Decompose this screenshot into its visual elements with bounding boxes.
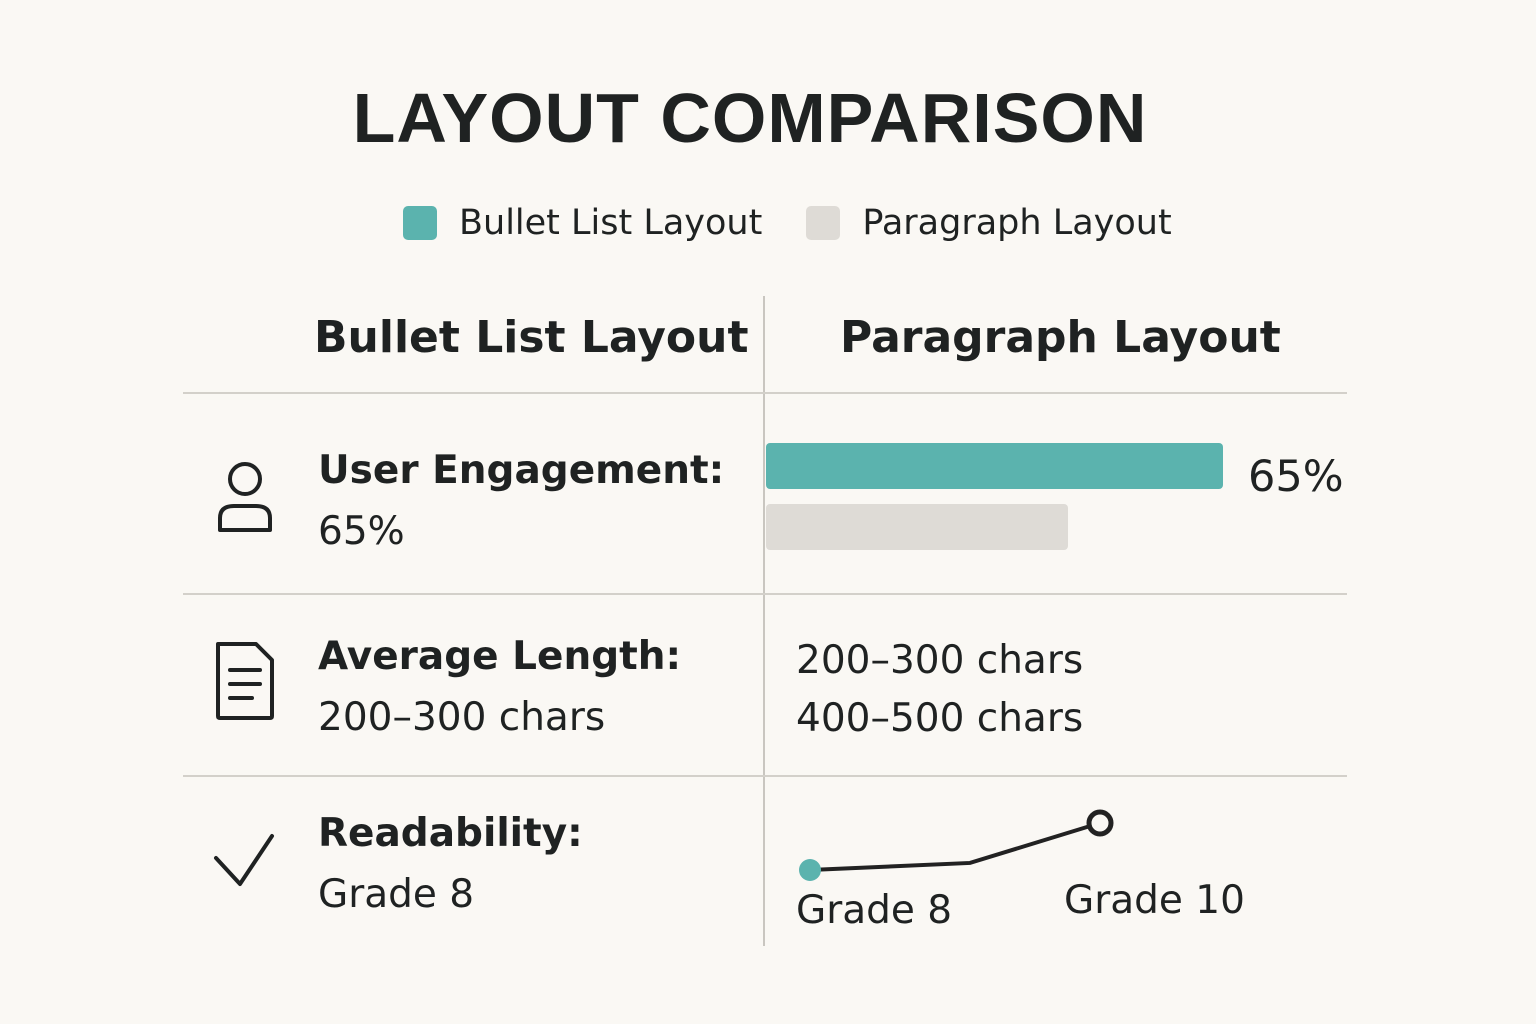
engagement-value: 65% <box>318 509 405 554</box>
length-range-bullet: 200–300 chars <box>796 638 1084 683</box>
page-title: LAYOUT COMPARISON <box>352 79 1148 157</box>
row-engagement-label: User Engagement: 65% <box>318 440 724 562</box>
document-icon <box>216 642 274 720</box>
readability-line-chart <box>799 809 1114 881</box>
row-divider <box>183 775 1347 777</box>
length-range-paragraph: 400–500 chars <box>796 696 1084 741</box>
engagement-label: User Engagement: <box>318 448 725 493</box>
bar-bullet-list <box>766 443 1223 489</box>
legend-swatch-bullet <box>403 206 437 240</box>
bar-data-label: 65% <box>1248 452 1344 502</box>
readability-point-label-start: Grade 8 <box>796 888 953 933</box>
length-label: Average Length: <box>318 634 682 679</box>
row-divider <box>183 392 1347 394</box>
readability-point-label-end: Grade 10 <box>1064 878 1245 923</box>
readability-point-end <box>1086 809 1114 837</box>
legend-swatch-paragraph <box>806 206 841 240</box>
legend-item-paragraph: Paragraph Layout <box>806 203 1172 243</box>
row-readability-label: Readability: Grade 8 <box>318 803 583 925</box>
length-value: 200–300 chars <box>318 695 606 740</box>
row-length-label: Average Length: 200–300 chars <box>318 626 681 748</box>
row-divider <box>183 593 1347 595</box>
column-divider <box>763 296 765 946</box>
bar-paragraph <box>766 504 1069 550</box>
readability-series-line <box>808 821 1102 872</box>
readability-label: Readability: <box>318 811 583 856</box>
column-header-bullet: Bullet List Layout <box>314 312 749 363</box>
checkmark-icon <box>214 834 274 886</box>
legend-label-bullet: Bullet List Layout <box>459 203 763 243</box>
readability-value: Grade 8 <box>318 872 475 917</box>
legend-item-bullet: Bullet List Layout <box>403 203 762 243</box>
readability-point-start <box>799 859 821 881</box>
legend-label-paragraph: Paragraph Layout <box>862 203 1172 243</box>
user-icon <box>218 462 272 532</box>
legend: Bullet List Layout Paragraph Layout <box>403 203 1216 243</box>
column-header-paragraph: Paragraph Layout <box>840 312 1281 363</box>
